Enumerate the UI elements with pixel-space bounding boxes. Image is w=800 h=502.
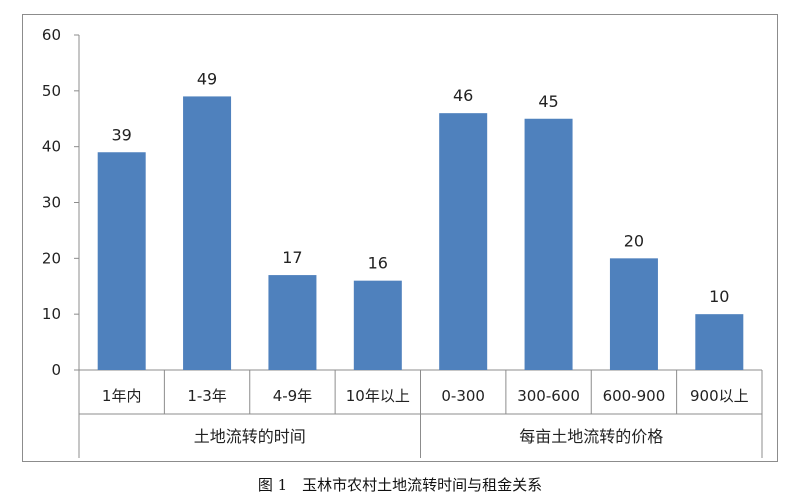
y-tick-label: 30	[42, 194, 61, 212]
bar-chart: 0 10 20 30 40 50 60 39 1年内 49 1-3年 17 4-9年 16 10年以上 46 0…	[42, 26, 763, 458]
y-tick-label: 50	[42, 82, 61, 100]
y-tick-label: 10	[42, 305, 61, 323]
data-label: 17	[282, 248, 302, 267]
bar	[353, 280, 402, 370]
bar	[609, 258, 658, 370]
y-tick-label: 0	[51, 361, 61, 379]
data-label: 45	[538, 92, 558, 111]
bar	[183, 96, 232, 371]
bar	[695, 314, 744, 370]
y-tick-label: 60	[42, 26, 61, 44]
bar	[524, 118, 573, 370]
y-tick-label: 20	[42, 249, 61, 267]
data-label: 49	[197, 69, 217, 88]
bar	[97, 152, 146, 370]
category-label: 1年内	[102, 387, 142, 405]
data-label: 10	[709, 287, 729, 306]
bar	[268, 275, 317, 370]
figure-caption: 图 1 玉林市农村土地流转时间与租金关系	[257, 476, 543, 494]
category-label: 10年以上	[346, 387, 410, 405]
group-label: 每亩土地流转的价格	[519, 427, 663, 446]
data-label: 46	[453, 86, 473, 105]
data-label: 39	[112, 125, 132, 144]
category-label: 900以上	[690, 387, 749, 405]
y-tick-label: 40	[42, 138, 61, 156]
data-label: 20	[624, 231, 644, 250]
category-label: 0-300	[441, 387, 485, 405]
category-label: 1-3年	[187, 387, 227, 405]
category-label: 300-600	[517, 387, 580, 405]
group-label: 土地流转的时间	[194, 427, 306, 446]
data-label: 16	[368, 254, 388, 273]
bar	[439, 113, 488, 371]
category-label: 4-9年	[273, 387, 313, 405]
chart-frame	[22, 14, 778, 462]
category-label: 600-900	[603, 387, 666, 405]
